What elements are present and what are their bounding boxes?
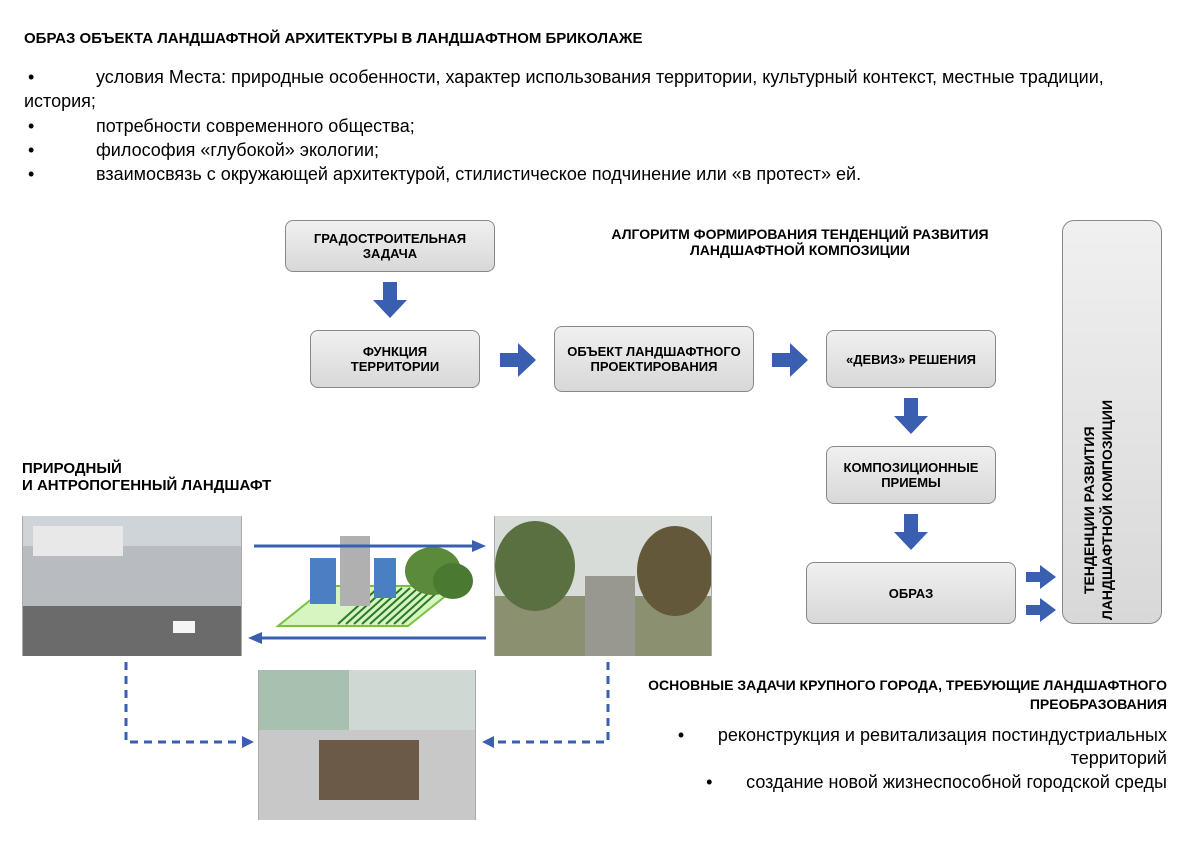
node-motto: «ДЕВИЗ» РЕШЕНИЯ xyxy=(826,330,996,388)
arrow-right-icon xyxy=(1024,565,1058,589)
photo-park xyxy=(494,516,712,656)
node-design-object: ОБЪЕКТ ЛАНДШАФТНОГО ПРОЕКТИРОВАНИЯ xyxy=(554,326,754,392)
arrow-down-icon xyxy=(894,396,928,436)
arrow-right-icon xyxy=(498,343,538,377)
bottom-title: ОСНОВНЫЕ ЗАДАЧИ КРУПНОГО ГОРОДА, ТРЕБУЮЩ… xyxy=(647,676,1167,714)
arrow-down-icon xyxy=(373,280,407,320)
arrow-left-long-icon xyxy=(248,630,486,646)
dashed-connector-left xyxy=(120,662,254,752)
arrow-right-icon xyxy=(1024,598,1058,622)
bottom-bullet-list: •реконструкция и ревитализация постиндус… xyxy=(647,724,1167,794)
left-label: ПРИРОДНЫЙ И АНТРОПОГЕННЫЙ ЛАНДШАФТ xyxy=(22,460,271,494)
label-line: ПРИРОДНЫЙ xyxy=(22,460,122,477)
bullet-text: философия «глубокой» экологии; xyxy=(96,140,379,160)
bullet-text: взаимосвязь с окружающей архитектурой, с… xyxy=(96,164,861,184)
bullet-text: реконструкция и ревитализация постиндуст… xyxy=(718,725,1167,768)
dashed-connector-right xyxy=(480,662,620,752)
trends-label: ТЕНДЕНЦИИ РАЗВИТИЯ ЛАНДШАФТНОЙ КОМПОЗИЦИ… xyxy=(1080,390,1116,630)
arrow-down-icon xyxy=(894,512,928,552)
label-line: И АНТРОПОГЕННЫЙ ЛАНДШАФТ xyxy=(22,477,271,494)
bottom-text-block: ОСНОВНЫЕ ЗАДАЧИ КРУПНОГО ГОРОДА, ТРЕБУЮЩ… xyxy=(647,676,1167,794)
photo-urban-plaza xyxy=(258,670,476,820)
page-title: ОБРАЗ ОБЪЕКТА ЛАНДШАФТНОЙ АРХИТЕКТУРЫ В … xyxy=(24,30,1167,47)
node-image: ОБРАЗ xyxy=(806,562,1016,624)
bullet-text: создание новой жизнеспособной городской … xyxy=(746,772,1167,792)
node-territory-function: ФУНКЦИЯ ТЕРРИТОРИИ xyxy=(310,330,480,388)
bullet-text: потребности современного общества; xyxy=(96,116,415,136)
arrow-right-long-icon xyxy=(254,538,486,554)
photo-industrial xyxy=(22,516,242,656)
node-urban-task: ГРАДОСТРОИТЕЛЬНАЯ ЗАДАЧА xyxy=(285,220,495,272)
top-bullet-list: •условия Места: природные особенности, х… xyxy=(24,65,1167,186)
bullet-text: условия Места: природные особенности, ха… xyxy=(24,67,1104,111)
arrow-right-icon xyxy=(770,343,810,377)
subtitle-algorithm: АЛГОРИТМ ФОРМИРОВАНИЯ ТЕНДЕНЦИЙ РАЗВИТИЯ… xyxy=(570,226,1030,258)
node-composition: КОМПОЗИЦИОННЫЕ ПРИЕМЫ xyxy=(826,446,996,504)
